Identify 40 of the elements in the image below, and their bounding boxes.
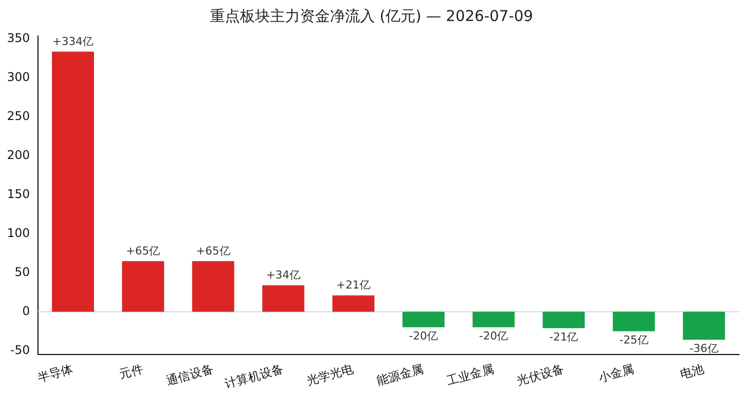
x-tick-label: 小金属: [597, 362, 636, 385]
bar: [52, 52, 94, 312]
bar: [682, 312, 725, 340]
data-label: -20亿: [409, 330, 438, 343]
data-label: -36亿: [689, 342, 718, 356]
data-label: +21亿: [336, 278, 371, 292]
bar: [332, 295, 374, 312]
x-tick-label: 能源金属: [375, 362, 426, 388]
x-tick-label: 电池: [678, 362, 706, 382]
y-tick-label: 150: [7, 187, 30, 202]
bar: [612, 312, 655, 332]
y-tick-label: -50: [10, 342, 30, 357]
x-tick-label: 通信设备: [164, 362, 215, 388]
chart-title: 重点板块主力资金净流入 (亿元) — 2026-07-09: [210, 6, 534, 25]
x-tick-label: 光学光电: [304, 362, 355, 388]
x-tick-label: 工业金属: [445, 362, 496, 388]
x-tick-label: 计算机设备: [223, 362, 285, 391]
data-label: +65亿: [126, 244, 160, 258]
data-label: +65亿: [196, 244, 230, 258]
data-label: +34亿: [266, 268, 300, 282]
bar: [262, 285, 304, 312]
data-label: +334亿: [52, 34, 94, 48]
y-tick-label: 100: [7, 226, 30, 240]
bar: [192, 261, 234, 312]
y-tick-label: 200: [7, 148, 30, 162]
data-label: -21亿: [549, 330, 578, 344]
data-label: -25亿: [619, 334, 648, 347]
y-tick-label: 300: [7, 70, 30, 84]
bar: [542, 312, 585, 328]
y-tick-label: 50: [14, 264, 30, 279]
y-tick-label: 350: [7, 31, 30, 46]
data-label: -20亿: [479, 330, 508, 343]
y-tick-label: 0: [22, 304, 30, 318]
bar: [472, 312, 515, 328]
bar: [402, 312, 445, 328]
x-tick-label: 元件: [118, 362, 145, 382]
x-tick-label: 半导体: [36, 362, 75, 385]
y-tick-label: 250: [7, 109, 30, 124]
bar: [122, 261, 164, 312]
x-tick-label: 光伏设备: [515, 362, 566, 388]
